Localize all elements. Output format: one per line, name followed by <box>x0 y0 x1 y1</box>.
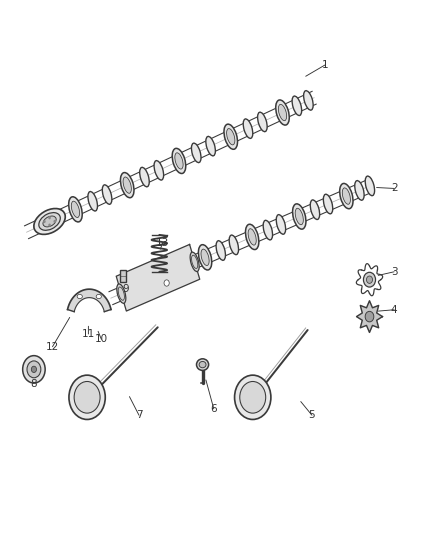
Ellipse shape <box>293 204 306 229</box>
Ellipse shape <box>117 284 126 303</box>
Ellipse shape <box>191 143 201 163</box>
Ellipse shape <box>229 235 239 255</box>
Ellipse shape <box>243 119 253 139</box>
Ellipse shape <box>248 229 256 245</box>
Ellipse shape <box>310 200 320 220</box>
Ellipse shape <box>71 201 80 217</box>
Circle shape <box>43 220 46 223</box>
Ellipse shape <box>102 185 112 204</box>
Ellipse shape <box>154 160 164 180</box>
Ellipse shape <box>295 208 304 225</box>
Circle shape <box>69 375 105 419</box>
Ellipse shape <box>216 241 226 260</box>
Circle shape <box>367 276 372 284</box>
Ellipse shape <box>292 96 302 116</box>
Ellipse shape <box>39 213 60 230</box>
Text: 5: 5 <box>309 410 315 420</box>
Text: 11: 11 <box>82 329 95 339</box>
Circle shape <box>240 382 266 413</box>
Ellipse shape <box>365 176 374 196</box>
Text: 7: 7 <box>136 410 142 420</box>
Ellipse shape <box>201 249 209 265</box>
Circle shape <box>48 216 51 220</box>
Circle shape <box>23 356 45 383</box>
Ellipse shape <box>199 361 206 368</box>
Ellipse shape <box>172 148 186 174</box>
Ellipse shape <box>43 216 56 227</box>
Text: 8: 8 <box>31 378 37 389</box>
Text: 2: 2 <box>391 183 397 193</box>
Circle shape <box>235 375 271 419</box>
Text: 10: 10 <box>95 334 108 344</box>
Ellipse shape <box>96 294 101 298</box>
Ellipse shape <box>342 188 350 204</box>
Ellipse shape <box>206 136 215 156</box>
Circle shape <box>74 382 100 413</box>
Ellipse shape <box>263 220 272 240</box>
Ellipse shape <box>224 124 237 149</box>
Circle shape <box>164 280 169 286</box>
Polygon shape <box>67 289 111 312</box>
Ellipse shape <box>190 252 199 271</box>
Ellipse shape <box>279 104 286 120</box>
Ellipse shape <box>245 224 259 249</box>
Circle shape <box>48 223 51 227</box>
Polygon shape <box>116 245 200 311</box>
Ellipse shape <box>276 100 289 125</box>
Ellipse shape <box>198 245 212 270</box>
Ellipse shape <box>88 191 98 211</box>
Ellipse shape <box>304 91 313 110</box>
Text: 13: 13 <box>156 238 170 248</box>
Circle shape <box>365 311 374 322</box>
Text: 1: 1 <box>321 60 328 70</box>
Ellipse shape <box>34 208 65 235</box>
Circle shape <box>27 361 41 378</box>
Circle shape <box>364 272 375 287</box>
Ellipse shape <box>197 359 208 370</box>
Ellipse shape <box>175 153 183 169</box>
Ellipse shape <box>340 183 353 209</box>
Circle shape <box>32 366 36 373</box>
Circle shape <box>53 220 56 223</box>
FancyBboxPatch shape <box>120 270 126 282</box>
Ellipse shape <box>77 294 82 298</box>
Ellipse shape <box>276 215 286 234</box>
Ellipse shape <box>123 177 131 193</box>
Ellipse shape <box>355 181 364 200</box>
Text: 4: 4 <box>391 305 397 315</box>
Text: 12: 12 <box>46 342 59 352</box>
Ellipse shape <box>69 197 82 222</box>
Ellipse shape <box>258 112 267 132</box>
Text: 9: 9 <box>123 284 129 294</box>
Ellipse shape <box>120 173 134 198</box>
Ellipse shape <box>226 128 235 145</box>
Text: 6: 6 <box>211 404 217 414</box>
Ellipse shape <box>140 167 149 187</box>
Text: 3: 3 <box>391 267 397 277</box>
Ellipse shape <box>323 194 333 214</box>
Polygon shape <box>357 301 382 333</box>
